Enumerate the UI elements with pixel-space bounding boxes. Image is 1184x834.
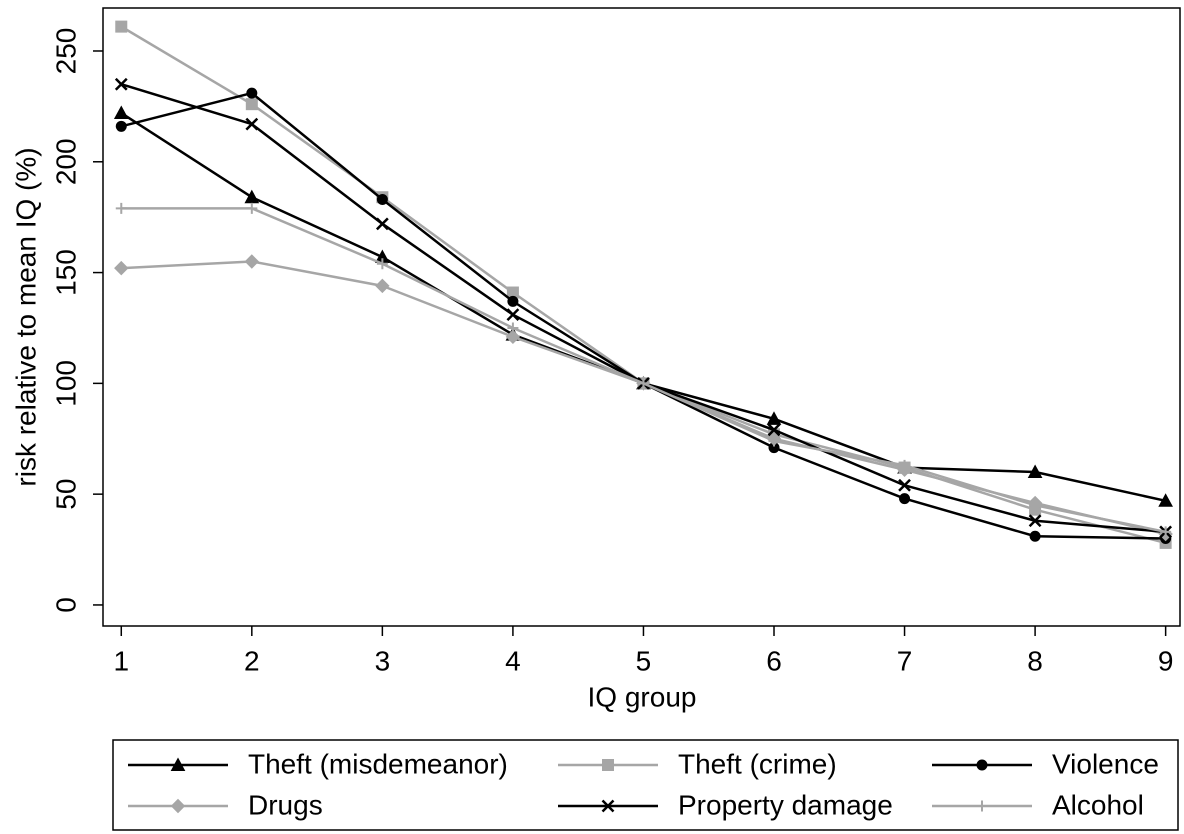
marker <box>767 423 781 437</box>
marker <box>505 329 521 345</box>
marker <box>245 117 259 131</box>
legend-marker <box>602 759 614 771</box>
marker <box>898 478 911 492</box>
marker <box>376 258 388 270</box>
y-tick-label: 250 <box>50 28 81 75</box>
y-tick-label: 100 <box>50 360 81 407</box>
marker <box>507 322 519 334</box>
legend-label: Property damage <box>678 789 893 820</box>
marker <box>114 77 128 91</box>
x-tick-label: 3 <box>375 645 391 676</box>
marker <box>637 377 649 389</box>
legend-marker <box>601 799 615 813</box>
marker <box>507 295 519 307</box>
legend-label: Theft (crime) <box>678 748 837 779</box>
y-tick-label: 50 <box>50 479 81 510</box>
marker <box>506 308 520 322</box>
x-tick-label: 6 <box>766 645 782 676</box>
y-tick-label: 0 <box>50 597 81 613</box>
y-tick-label: 150 <box>50 249 81 296</box>
marker <box>375 217 389 231</box>
series-line <box>120 111 1166 503</box>
marker <box>1027 464 1043 478</box>
x-tick-label: 8 <box>1027 645 1043 676</box>
x-tick-label: 7 <box>897 645 913 676</box>
series-line <box>120 83 1166 534</box>
marker <box>376 193 388 205</box>
series-line <box>121 260 1166 536</box>
marker <box>899 459 911 471</box>
series-line <box>120 25 1166 545</box>
marker <box>114 260 129 276</box>
y-axis-label: risk relative to mean IQ (%) <box>10 147 41 486</box>
legend-marker <box>976 759 988 771</box>
legend-marker <box>976 800 988 812</box>
marker <box>766 411 782 425</box>
marker <box>1029 530 1041 542</box>
marker <box>899 493 911 505</box>
marker <box>1029 499 1041 511</box>
y-tick-label: 200 <box>50 138 81 185</box>
marker <box>1028 514 1042 528</box>
x-tick-label: 9 <box>1158 645 1174 676</box>
x-tick-label: 2 <box>244 645 260 676</box>
x-tick-label: 4 <box>505 645 521 676</box>
marker <box>246 202 258 214</box>
marker <box>1158 493 1173 507</box>
marker <box>244 189 260 204</box>
legend-box <box>112 739 1179 831</box>
marker <box>768 435 780 447</box>
x-tick-label: 5 <box>636 645 652 676</box>
marker <box>244 254 260 269</box>
x-axis-label: IQ group <box>588 681 697 712</box>
plot-frame <box>102 7 1181 627</box>
marker <box>115 120 127 132</box>
legend-label: Drugs <box>248 789 323 820</box>
legend-label: Alcohol <box>1052 789 1144 820</box>
marker <box>115 20 128 33</box>
marker <box>246 87 258 99</box>
marker <box>113 105 129 120</box>
legend-label: Theft (misdemeanor) <box>248 748 508 779</box>
marker <box>1160 526 1172 538</box>
legend-marker <box>170 757 186 771</box>
marker <box>245 98 258 111</box>
x-tick-label: 1 <box>113 645 129 676</box>
legend-label: Violence <box>1052 748 1159 779</box>
marker <box>375 278 390 294</box>
marker <box>115 202 127 214</box>
series-line <box>121 207 1166 534</box>
legend-marker <box>170 798 186 814</box>
